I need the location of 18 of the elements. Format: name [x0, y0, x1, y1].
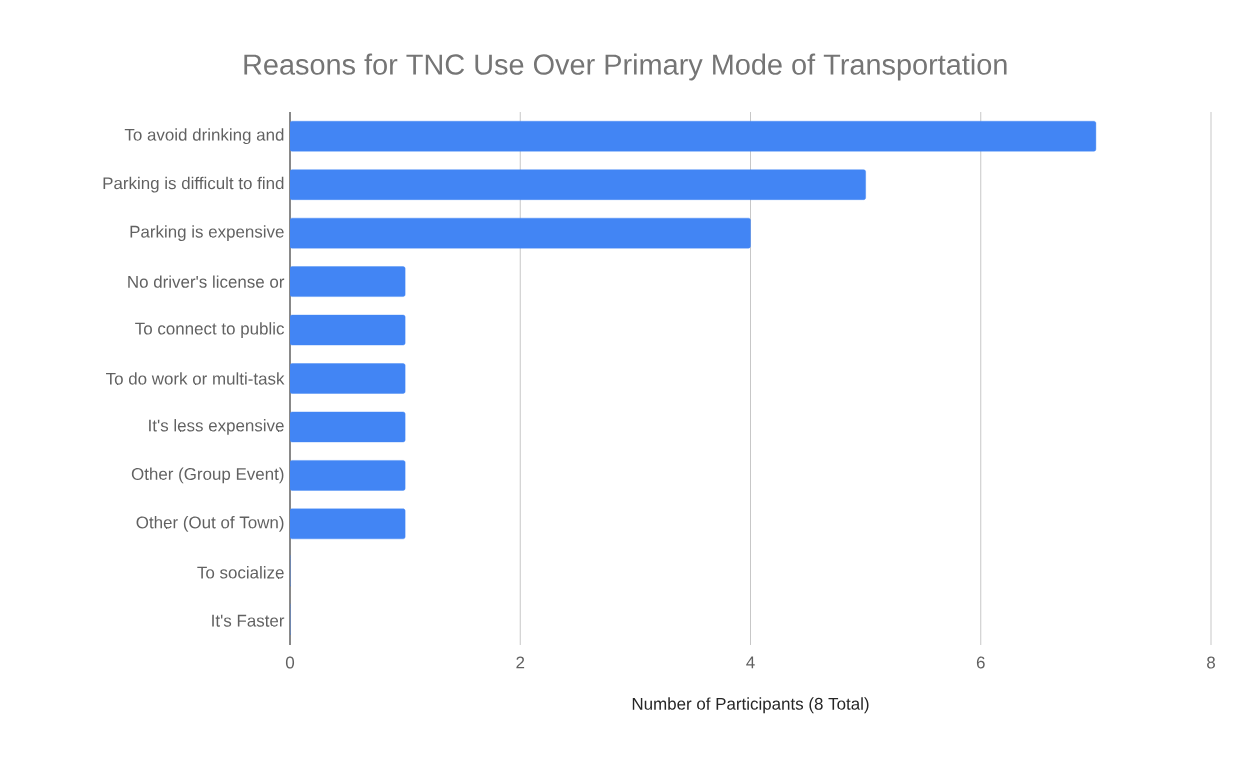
chart-title: Reasons for TNC Use Over Primary Mode of Transportation: [244, 53, 1007, 81]
y-tick-label: Other (Group Event): [131, 467, 284, 484]
y-tick-label: To do work or multi-task: [106, 372, 285, 385]
x-tick-label: 6: [976, 656, 985, 669]
y-tick-label: It's less expensive: [149, 419, 284, 435]
x-tick-label: 2: [516, 656, 525, 669]
y-tick-label: To socialize: [197, 566, 284, 579]
y-tick-label: No driver's license or: [128, 275, 285, 288]
y-tick-label: It's Faster: [212, 614, 285, 627]
y-tick-label: Parking is difficult to find: [103, 176, 284, 193]
x-axis-title: Number of Participants (8 Total): [632, 697, 869, 714]
y-tick-label: Parking is expensive: [130, 225, 284, 242]
y-tick-label: To connect to public: [135, 322, 284, 338]
x-tick-label: 4: [746, 656, 755, 669]
y-tick-label: To avoid drinking and: [124, 128, 284, 145]
x-tick-label: 0: [285, 656, 295, 669]
y-tick-label: Other (Out of Town): [136, 515, 284, 532]
x-tick-label: 8: [1207, 656, 1215, 669]
